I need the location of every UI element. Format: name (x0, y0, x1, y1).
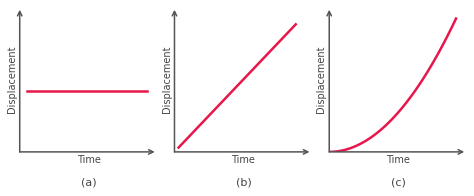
Text: (b): (b) (236, 178, 251, 188)
Y-axis label: Displacement: Displacement (7, 46, 17, 113)
Y-axis label: Displacement: Displacement (162, 46, 172, 113)
Y-axis label: Displacement: Displacement (317, 46, 327, 113)
Text: (c): (c) (391, 178, 406, 188)
X-axis label: Time: Time (386, 155, 410, 165)
Text: (a): (a) (81, 178, 96, 188)
X-axis label: Time: Time (77, 155, 100, 165)
X-axis label: Time: Time (231, 155, 255, 165)
